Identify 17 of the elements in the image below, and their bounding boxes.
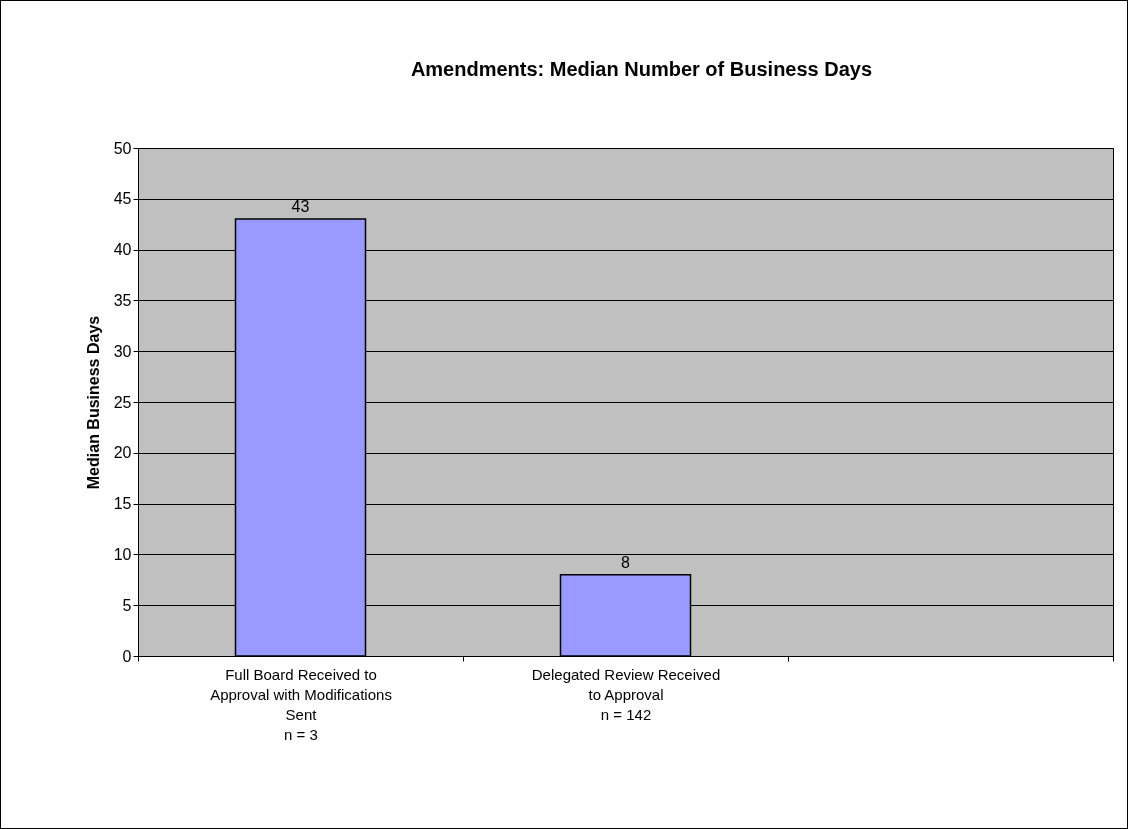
y-tick-label: 0 [122, 647, 132, 665]
y-tick-label: 45 [113, 190, 132, 208]
y-tick-label: 10 [113, 545, 132, 563]
y-tick-label: 30 [113, 342, 132, 360]
y-axis-title: Median Business Days [84, 315, 102, 490]
data-label: 8 [621, 553, 631, 571]
x-tick-label: Delegated Review Received to Approval n = 142 [531, 665, 721, 723]
y-tick-label: 25 [113, 393, 132, 411]
y-tick-label: 5 [122, 596, 132, 614]
y-tick-label: 20 [113, 444, 132, 462]
y-tick-label: 35 [113, 291, 132, 309]
x-tick-label: Full Board Received to Approval with Modifications Sent n = 3 [210, 665, 392, 743]
data-label: 43 [291, 198, 310, 216]
y-tick-label: 15 [113, 495, 132, 513]
chart-title: Amendments: Median Number of Business Days [410, 58, 873, 80]
y-tick-label: 40 [113, 241, 132, 259]
y-tick-label: 50 [113, 139, 132, 157]
